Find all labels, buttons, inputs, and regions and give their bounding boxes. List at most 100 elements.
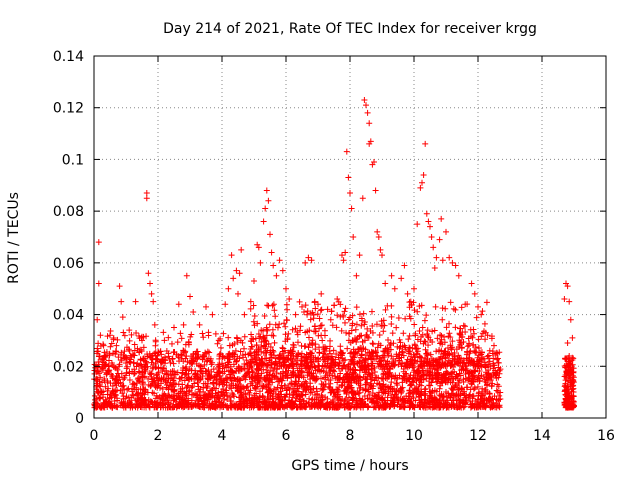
baseline-point xyxy=(276,396,283,403)
baseline-point xyxy=(174,339,181,346)
baseline-point xyxy=(260,327,267,334)
baseline-point xyxy=(244,402,251,409)
baseline-point xyxy=(400,330,407,337)
baseline-point xyxy=(153,372,160,379)
baseline-point xyxy=(486,358,493,365)
baseline-point xyxy=(447,334,454,341)
data-point xyxy=(94,316,101,323)
y-tick-label: 0.06 xyxy=(53,256,84,272)
baseline-point xyxy=(287,347,294,354)
baseline-point xyxy=(315,356,322,363)
baseline-point xyxy=(189,383,196,390)
baseline-point xyxy=(479,330,486,337)
x-tick-label: 14 xyxy=(533,428,551,444)
baseline-point xyxy=(440,371,447,378)
baseline-point xyxy=(227,367,234,374)
baseline-point xyxy=(146,350,153,357)
baseline-point xyxy=(477,399,484,406)
baseline-point xyxy=(420,340,427,347)
baseline-point xyxy=(420,404,427,411)
baseline-point xyxy=(567,375,574,382)
baseline-point xyxy=(469,369,476,376)
baseline-point xyxy=(236,365,243,372)
data-point xyxy=(260,218,267,225)
baseline-point xyxy=(103,348,110,355)
baseline-point xyxy=(308,340,315,347)
baseline-point xyxy=(461,401,468,408)
data-point xyxy=(215,337,222,344)
baseline-point xyxy=(228,397,235,404)
baseline-point xyxy=(493,375,500,382)
baseline-point xyxy=(561,373,568,380)
baseline-point xyxy=(443,370,450,377)
baseline-point xyxy=(125,394,132,401)
baseline-point xyxy=(200,404,207,411)
baseline-point xyxy=(398,354,405,361)
baseline-point xyxy=(336,376,343,383)
baseline-point xyxy=(477,375,484,382)
baseline-point xyxy=(313,388,320,395)
data-point xyxy=(175,301,182,308)
baseline-point xyxy=(380,375,387,382)
baseline-point xyxy=(446,359,453,366)
baseline-point xyxy=(442,355,449,362)
baseline-point xyxy=(197,368,204,375)
baseline-point xyxy=(261,312,268,319)
data-point xyxy=(143,190,150,197)
baseline-point xyxy=(373,349,380,356)
baseline-point xyxy=(139,369,146,376)
data-point xyxy=(422,140,429,147)
baseline-point xyxy=(131,341,138,348)
baseline-point xyxy=(179,392,186,399)
baseline-point xyxy=(477,393,484,400)
data-point xyxy=(286,296,293,303)
baseline-point xyxy=(369,340,376,347)
baseline-point xyxy=(344,363,351,370)
baseline-point xyxy=(452,306,459,313)
baseline-point xyxy=(305,399,312,406)
baseline-point xyxy=(398,387,405,394)
baseline-point xyxy=(318,306,325,313)
data-point xyxy=(491,342,497,349)
baseline-point xyxy=(440,350,447,357)
baseline-point xyxy=(248,363,255,370)
baseline-point xyxy=(245,351,252,358)
baseline-point xyxy=(562,392,569,399)
baseline-point xyxy=(402,363,409,370)
baseline-point xyxy=(429,361,436,368)
baseline-point xyxy=(199,330,206,337)
baseline-point xyxy=(133,401,140,408)
baseline-point xyxy=(271,385,278,392)
baseline-point xyxy=(297,404,304,411)
baseline-point xyxy=(312,328,319,335)
baseline-point xyxy=(381,354,388,361)
baseline-point xyxy=(419,324,426,331)
baseline-point xyxy=(195,383,202,390)
data-point xyxy=(420,171,427,178)
baseline-point xyxy=(283,301,290,308)
baseline-point xyxy=(263,324,270,331)
baseline-point xyxy=(486,398,493,405)
data-point xyxy=(374,228,381,235)
baseline-point xyxy=(457,325,464,332)
baseline-point xyxy=(444,397,451,404)
baseline-point xyxy=(368,308,375,315)
baseline-point xyxy=(164,379,171,386)
baseline-point xyxy=(108,394,115,401)
baseline-point xyxy=(407,381,414,388)
data-point xyxy=(430,244,437,251)
baseline-point xyxy=(210,366,217,373)
baseline-point xyxy=(343,403,350,410)
baseline-point xyxy=(356,384,363,391)
baseline-point xyxy=(466,359,473,366)
baseline-point xyxy=(246,397,253,404)
baseline-point xyxy=(229,349,236,356)
baseline-point xyxy=(175,381,182,388)
baseline-point xyxy=(212,403,219,410)
baseline-point xyxy=(463,355,470,362)
baseline-point xyxy=(493,356,500,363)
baseline-point xyxy=(93,369,100,376)
baseline-point xyxy=(282,361,289,368)
baseline-point xyxy=(387,401,394,408)
baseline-point xyxy=(365,334,372,341)
